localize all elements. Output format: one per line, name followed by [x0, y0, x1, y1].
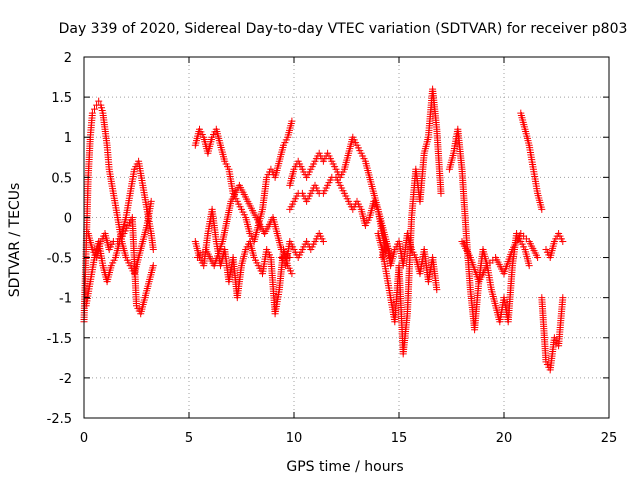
y-tick-label: 0.5: [51, 171, 72, 186]
y-tick-label: 2: [64, 51, 72, 66]
data-point: [95, 97, 103, 105]
x-axis-label: GPS time / hours: [286, 459, 403, 475]
data-point: [534, 254, 542, 262]
data-point: [559, 294, 567, 302]
data-point: [559, 238, 567, 246]
y-tick-label: -2: [59, 372, 72, 387]
series-8: [286, 173, 390, 254]
y-tick-label: -0.5: [47, 252, 72, 267]
series-10: [374, 85, 445, 358]
data-points: [80, 85, 567, 374]
x-tick-label: 25: [601, 431, 618, 446]
axis-ticks: 0 5 10 15 20 25 -2.5 -2 -1.5 -1 -0.5 0 0.5 1 1.5 2: [47, 51, 618, 446]
y-axis-label: SDTVAR / TECUs: [7, 183, 23, 298]
data-point: [91, 105, 98, 113]
data-point: [149, 262, 157, 270]
series-11: [378, 229, 441, 294]
y-tick-label: 0: [64, 211, 72, 226]
series-13: [458, 229, 542, 286]
x-tick-label: 0: [80, 431, 88, 446]
series-16: [542, 229, 567, 262]
x-tick-label: 5: [185, 431, 193, 446]
chart-title: Day 339 of 2020, Sidereal Day-to-day VTE…: [59, 21, 628, 37]
series-7: [286, 133, 395, 262]
grid-lines: [84, 57, 609, 418]
data-point: [149, 246, 157, 254]
x-tick-label: 10: [286, 431, 303, 446]
data-point: [288, 117, 296, 125]
series-6: [193, 181, 294, 270]
data-point: [437, 189, 445, 197]
x-tick-label: 15: [391, 431, 408, 446]
plot-frame: [83, 56, 610, 419]
data-point: [88, 109, 96, 117]
series-3: [82, 213, 157, 318]
data-point: [538, 205, 546, 213]
y-tick-label: -1: [59, 292, 72, 307]
series-14: [517, 109, 546, 213]
series-9: [277, 229, 327, 270]
y-tick-label: 1: [64, 131, 72, 146]
data-point: [147, 197, 155, 205]
series-15: [538, 294, 567, 374]
data-point: [319, 238, 327, 246]
y-tick-label: 1.5: [51, 91, 72, 106]
data-point: [288, 270, 296, 278]
data-point: [433, 286, 441, 294]
y-tick-label: -1.5: [47, 332, 72, 347]
x-tick-label: 20: [496, 431, 513, 446]
y-tick-label: -2.5: [47, 412, 72, 427]
data-point: [525, 262, 533, 270]
series-4: [191, 117, 296, 246]
